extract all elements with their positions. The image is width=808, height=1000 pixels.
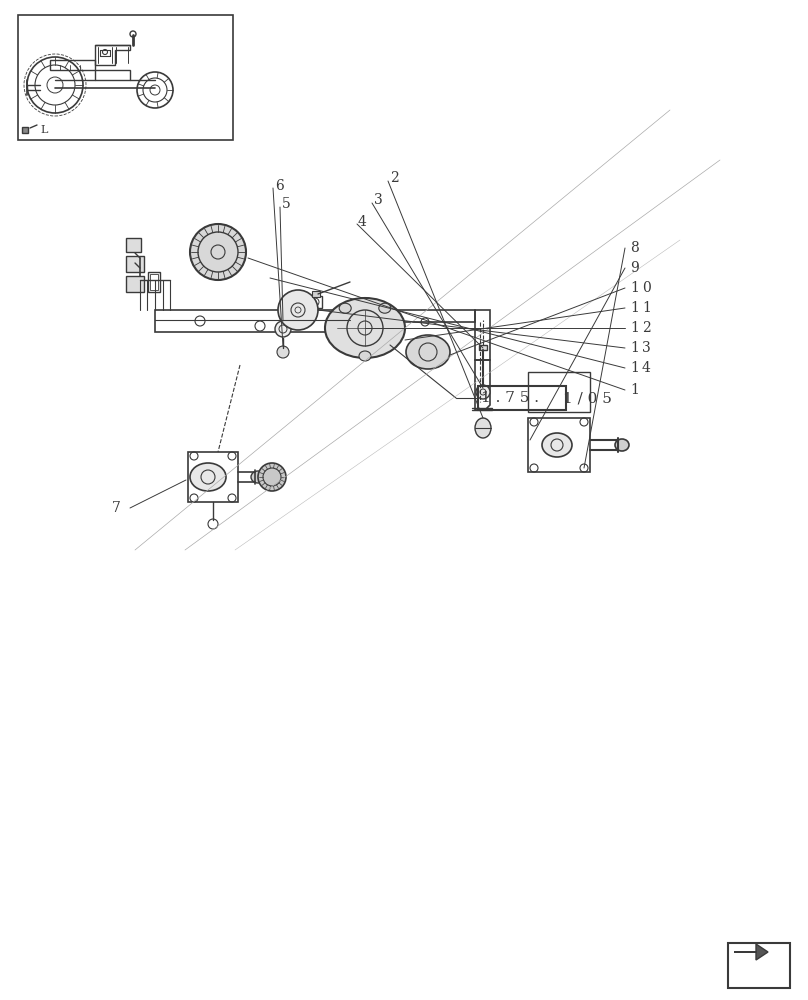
Bar [478, 386, 566, 410]
Text: 5: 5 [282, 197, 291, 211]
Text: 1 / 0 5: 1 / 0 5 [563, 391, 612, 405]
Circle shape [476, 385, 490, 399]
Text: 1: 1 [630, 301, 639, 315]
Polygon shape [734, 944, 768, 960]
Text: 1 . 7 5 .: 1 . 7 5 . [481, 391, 539, 405]
Bar [148, 272, 160, 292]
Polygon shape [22, 127, 28, 133]
Bar [126, 238, 141, 252]
Ellipse shape [542, 433, 572, 457]
Text: 8: 8 [630, 241, 639, 255]
Ellipse shape [475, 418, 491, 438]
Text: 2: 2 [642, 321, 650, 335]
Text: 1: 1 [630, 321, 639, 335]
Text: 3: 3 [642, 341, 650, 355]
Text: 4: 4 [642, 361, 651, 375]
Ellipse shape [190, 463, 226, 491]
Text: 3: 3 [374, 193, 383, 207]
Ellipse shape [359, 351, 371, 361]
Ellipse shape [325, 298, 405, 358]
Text: 9: 9 [630, 261, 639, 275]
Text: 4: 4 [358, 215, 367, 229]
Circle shape [278, 290, 318, 330]
Bar [150, 274, 158, 290]
Polygon shape [479, 345, 487, 350]
Bar [728, 943, 790, 988]
Bar [126, 256, 144, 272]
Bar [308, 296, 322, 308]
Circle shape [275, 321, 291, 337]
Ellipse shape [615, 439, 629, 451]
Text: 1: 1 [630, 383, 639, 397]
Text: 2: 2 [390, 171, 399, 185]
Bar [126, 276, 144, 292]
Text: 1: 1 [630, 341, 639, 355]
Ellipse shape [339, 303, 351, 313]
Ellipse shape [379, 303, 391, 313]
Circle shape [258, 463, 286, 491]
Circle shape [277, 346, 289, 358]
Text: 1: 1 [630, 281, 639, 295]
Text: 6: 6 [275, 179, 284, 193]
Text: 1: 1 [642, 301, 651, 315]
Circle shape [190, 224, 246, 280]
Text: 1: 1 [630, 361, 639, 375]
Text: L: L [40, 125, 48, 135]
Text: 7: 7 [112, 501, 121, 515]
Bar [312, 291, 320, 297]
Ellipse shape [406, 335, 450, 369]
Bar [18, 15, 233, 140]
Text: 0: 0 [642, 281, 650, 295]
Ellipse shape [251, 471, 265, 483]
